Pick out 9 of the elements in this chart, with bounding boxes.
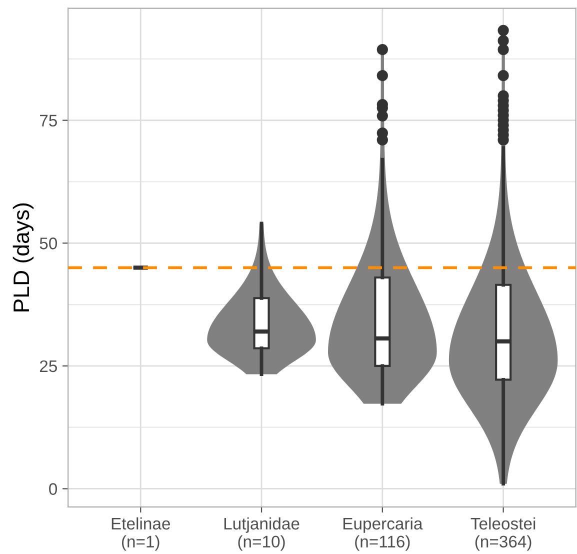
y-axis-title: PLD (days) [12,203,34,312]
x-tick-label: Etelinae (n=1) [112,517,170,551]
y-tick-label: 25 [40,360,57,372]
y-tick-label: 50 [40,238,58,250]
y-tick-label: 75 [40,114,57,127]
y-tick-label: 0 [49,483,58,495]
x-tick-label: Eupercaria (n=116) [343,517,423,551]
x-tick-label: Teleostei (n=364) [470,517,536,551]
x-tick-label: Lutjanidae (n=10) [224,517,300,551]
